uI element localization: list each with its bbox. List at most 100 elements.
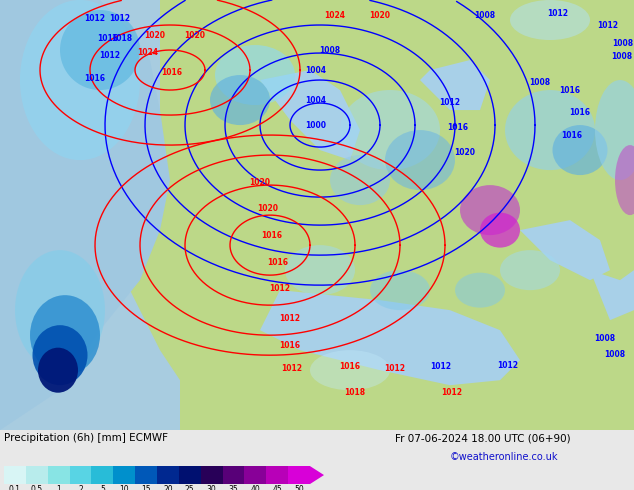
Text: 10: 10: [119, 485, 129, 490]
Ellipse shape: [210, 75, 270, 125]
Text: 1008: 1008: [595, 334, 616, 343]
Text: 1012: 1012: [548, 8, 569, 18]
Polygon shape: [0, 0, 170, 430]
Bar: [26, 466, 48, 484]
Text: 1016: 1016: [84, 74, 105, 82]
Polygon shape: [260, 70, 360, 160]
Bar: [157, 466, 179, 484]
Text: 25: 25: [185, 485, 195, 490]
Ellipse shape: [552, 125, 607, 175]
Text: 45: 45: [273, 485, 282, 490]
Text: 1012: 1012: [281, 364, 302, 373]
Bar: [4, 466, 26, 484]
Text: 1012: 1012: [441, 388, 462, 397]
Text: 1012: 1012: [430, 362, 451, 371]
Text: 1012: 1012: [280, 314, 301, 322]
Bar: [288, 466, 310, 484]
Ellipse shape: [60, 10, 140, 90]
Text: 1000: 1000: [306, 121, 327, 129]
Bar: [201, 466, 223, 484]
Text: 20: 20: [163, 485, 172, 490]
Bar: [179, 466, 201, 484]
Text: 1012: 1012: [498, 361, 519, 369]
Ellipse shape: [510, 0, 590, 40]
Text: 1016: 1016: [261, 231, 283, 240]
Text: 1024: 1024: [325, 10, 346, 20]
Ellipse shape: [370, 270, 430, 310]
Text: 1: 1: [56, 485, 61, 490]
Text: 1016: 1016: [562, 130, 583, 140]
Text: Fr 07-06-2024 18.00 UTC (06+90): Fr 07-06-2024 18.00 UTC (06+90): [395, 433, 571, 443]
Ellipse shape: [330, 155, 390, 205]
Polygon shape: [590, 270, 634, 320]
Ellipse shape: [30, 295, 100, 375]
Ellipse shape: [15, 250, 105, 370]
Ellipse shape: [340, 90, 440, 170]
Text: 1018: 1018: [112, 33, 133, 43]
Polygon shape: [310, 466, 324, 484]
Text: 1012: 1012: [110, 14, 131, 23]
Polygon shape: [420, 60, 490, 110]
Bar: [135, 466, 157, 484]
Text: 1012: 1012: [100, 50, 120, 59]
Bar: [223, 466, 245, 484]
Ellipse shape: [20, 0, 140, 160]
Ellipse shape: [480, 213, 520, 247]
Text: 1016: 1016: [569, 108, 590, 117]
Text: 1008: 1008: [611, 51, 633, 61]
Polygon shape: [520, 220, 610, 280]
Text: 1008: 1008: [529, 77, 550, 87]
Bar: [70, 466, 91, 484]
Text: 1016: 1016: [339, 362, 361, 371]
Polygon shape: [260, 290, 520, 385]
Text: 1016: 1016: [280, 341, 301, 350]
Text: 1020: 1020: [184, 30, 205, 40]
Ellipse shape: [215, 45, 295, 105]
Text: 1004: 1004: [306, 96, 327, 104]
Ellipse shape: [615, 145, 634, 215]
Text: 5: 5: [100, 485, 105, 490]
Ellipse shape: [32, 325, 87, 385]
Ellipse shape: [385, 130, 455, 190]
Text: 1020: 1020: [455, 147, 476, 157]
Text: 1008: 1008: [320, 46, 340, 54]
Text: 1004: 1004: [306, 66, 327, 74]
Text: 1008: 1008: [612, 39, 633, 48]
Ellipse shape: [460, 185, 520, 235]
Bar: [48, 466, 70, 484]
Bar: [0, 0, 160, 230]
Ellipse shape: [500, 250, 560, 290]
Bar: [266, 466, 288, 484]
Bar: [245, 466, 266, 484]
Ellipse shape: [505, 90, 595, 170]
Text: 1020: 1020: [145, 30, 165, 40]
Text: 30: 30: [207, 485, 217, 490]
Text: 1012: 1012: [384, 364, 406, 373]
Text: 1020: 1020: [257, 204, 278, 213]
Text: Precipitation (6h) [mm] ECMWF: Precipitation (6h) [mm] ECMWF: [4, 433, 168, 443]
Text: 50: 50: [294, 485, 304, 490]
Text: 1008: 1008: [474, 10, 496, 20]
Text: 1024: 1024: [138, 48, 158, 56]
Text: 1012: 1012: [269, 284, 290, 293]
Ellipse shape: [38, 348, 78, 392]
Text: 1012: 1012: [84, 14, 105, 23]
Text: 1012: 1012: [597, 21, 619, 29]
Text: 1008: 1008: [604, 350, 626, 359]
Bar: [91, 466, 113, 484]
Ellipse shape: [310, 350, 390, 390]
Text: 1020: 1020: [250, 177, 271, 187]
Ellipse shape: [455, 272, 505, 308]
Text: 40: 40: [250, 485, 260, 490]
Ellipse shape: [595, 80, 634, 180]
Text: 35: 35: [229, 485, 238, 490]
Text: 1016: 1016: [98, 33, 119, 43]
Text: 1016: 1016: [448, 122, 469, 131]
Text: 1018: 1018: [344, 388, 366, 397]
Text: 1020: 1020: [370, 10, 391, 20]
Text: 1016: 1016: [162, 68, 183, 76]
Text: 0.5: 0.5: [30, 485, 43, 490]
Bar: [113, 466, 135, 484]
Text: ©weatheronline.co.uk: ©weatheronline.co.uk: [450, 452, 559, 462]
Text: 1016: 1016: [268, 258, 288, 267]
